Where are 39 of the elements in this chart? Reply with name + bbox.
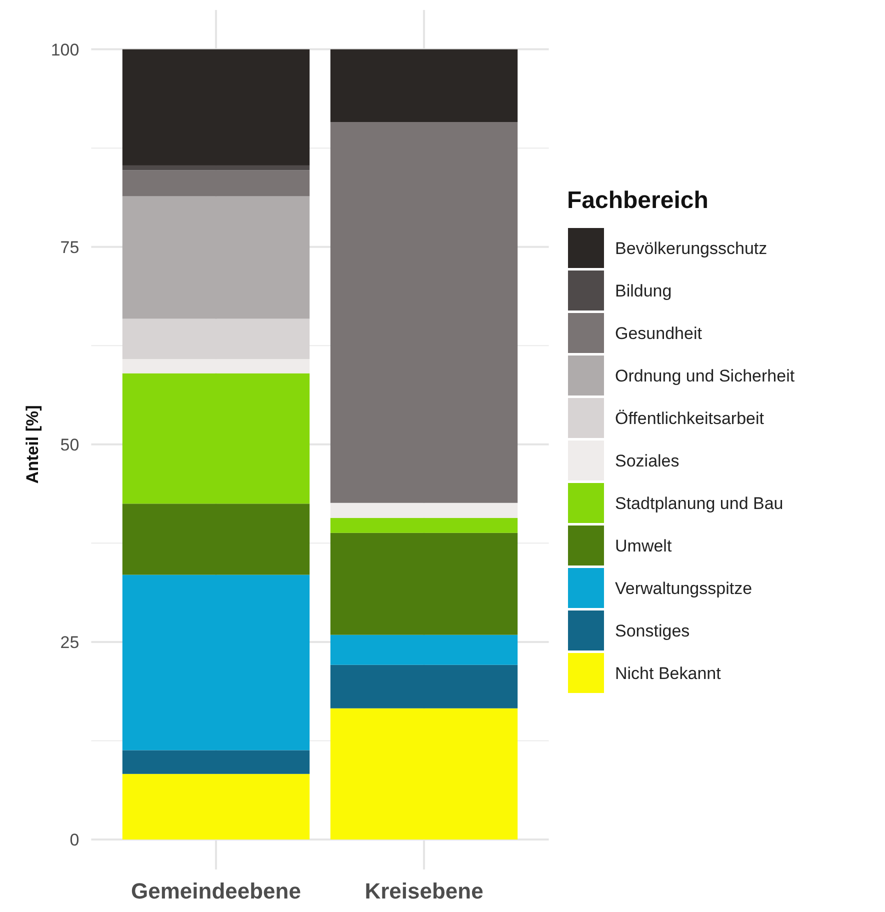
legend-label: Nicht Bekannt [615, 664, 722, 683]
legend-label: Umwelt [615, 536, 672, 556]
bar [330, 518, 518, 533]
bar [330, 122, 518, 503]
x-tick-label: Gemeindeebene [131, 878, 301, 904]
y-axis-title: Anteil [%] [23, 405, 42, 484]
bar [122, 504, 310, 575]
legend-label: Ordnung und Sicherheit [615, 366, 795, 386]
bar [122, 750, 310, 774]
legend-label: Soziales [615, 451, 680, 470]
legend-title: Fachbereich [567, 187, 708, 214]
bar [122, 196, 310, 319]
bar [122, 165, 310, 170]
legend-label: Gesundheit [615, 324, 702, 343]
y-tick-label: 50 [60, 435, 80, 454]
legend-label: Stadtplanung und Bau [615, 494, 784, 513]
y-tick-label: 100 [50, 40, 80, 60]
bar [122, 373, 310, 504]
bar [330, 532, 518, 635]
bar [122, 774, 310, 840]
bar [330, 502, 518, 518]
y-tick-label: 25 [60, 632, 80, 652]
bar [330, 708, 518, 840]
bar [330, 634, 518, 665]
y-tick-label: 0 [70, 830, 80, 850]
bar [330, 664, 518, 708]
legend-label: Bevölkerungsschutz [615, 238, 768, 258]
legend-label: Öffentlichkeitsarbeit [615, 408, 764, 428]
bar [122, 574, 310, 750]
bar [330, 49, 518, 122]
bar [122, 170, 310, 196]
x-tick-label: Kreisebene [364, 878, 484, 904]
bar [122, 359, 310, 374]
legend-label: Verwaltungsspitze [615, 578, 752, 598]
y-tick-label: 75 [60, 238, 80, 257]
legend-label: Sonstiges [615, 621, 690, 640]
bar [122, 49, 310, 166]
bar [122, 318, 310, 360]
legend-label: Bildung [615, 281, 672, 300]
